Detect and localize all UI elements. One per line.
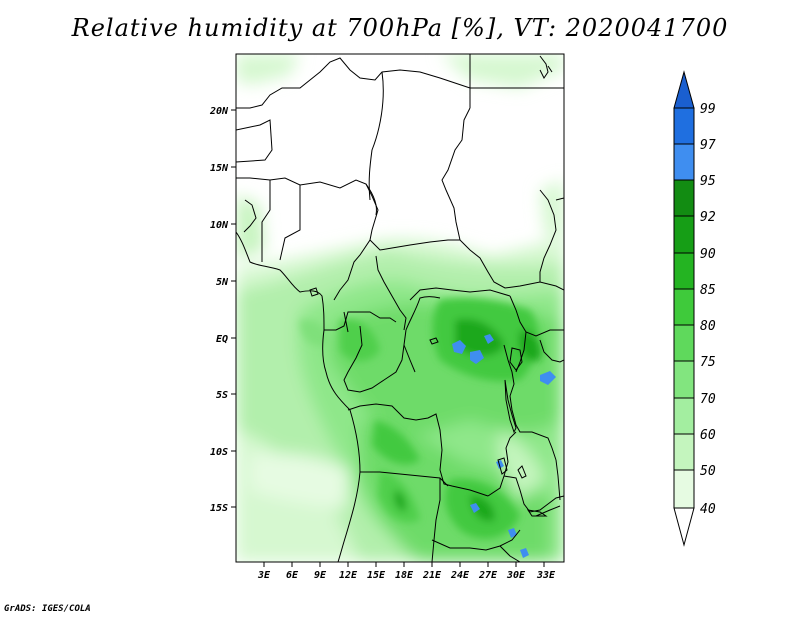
colorbar-bin	[673, 288, 695, 326]
colorbar-label: 75	[700, 355, 716, 370]
colorbar-label: 85	[700, 283, 716, 298]
colorbar-bin	[673, 143, 695, 181]
colorbar-bottom-arrow	[673, 507, 695, 547]
colorbar-label: 90	[700, 247, 716, 262]
lat-label: 20N	[209, 106, 229, 117]
colorbar-bin	[673, 397, 695, 435]
lat-label: 10N	[210, 220, 229, 231]
lon-labels: 3E 6E 9E 12E 15E 18E 21E 24E 27E 30E 33E	[257, 570, 556, 581]
chart-title: Relative humidity at 700hPa [%], VT: 202…	[71, 14, 729, 42]
colorbar-bin	[673, 107, 695, 145]
lat-labels: 20N 15N 10N 5N EQ 5S 10S 15S	[209, 106, 229, 514]
lon-label: 33E	[536, 570, 556, 581]
lat-label: EQ	[216, 334, 228, 345]
lon-label: 27E	[478, 570, 498, 581]
lon-label: 3E	[257, 570, 271, 581]
colorbar-bin	[673, 360, 695, 399]
lon-label: 21E	[422, 570, 442, 581]
colorbar-label: 40	[700, 502, 716, 517]
colorbar-label: 50	[700, 464, 716, 479]
colorbar-top-arrow	[673, 70, 695, 109]
grads-credit: GrADS: IGES/COLA	[4, 604, 91, 614]
colorbar-label: 80	[700, 319, 716, 334]
colorbar-bin	[673, 433, 695, 471]
lon-label: 15E	[367, 570, 386, 581]
colorbar-bin	[673, 324, 695, 362]
colorbar-label: 92	[700, 210, 716, 225]
lon-ticks	[263, 562, 545, 567]
colorbar-label: 99	[700, 102, 716, 117]
lat-label: 15S	[210, 503, 228, 514]
colorbar-label: 60	[700, 428, 716, 443]
lon-label: 24E	[450, 570, 470, 581]
colorbar-bin	[673, 179, 695, 217]
map-frame	[235, 53, 565, 563]
lat-label: 5N	[216, 277, 229, 288]
lat-ticks	[231, 109, 236, 508]
colorbar-label: 95	[700, 174, 716, 189]
colorbar-bin	[673, 215, 695, 254]
colorbar-label: 97	[700, 138, 716, 153]
lon-label: 30E	[506, 570, 526, 581]
lon-label: 12E	[339, 570, 358, 581]
lat-label: 15N	[210, 163, 229, 174]
lat-label: 5S	[216, 390, 228, 401]
lon-label: 18E	[395, 570, 414, 581]
colorbar-bin	[673, 469, 695, 509]
colorbar: 99 97 95 92 90 85 80 75 70 60 50 40	[673, 70, 716, 547]
lon-label: 9E	[314, 570, 327, 581]
colorbar-bin	[673, 252, 695, 290]
lon-label: 6E	[286, 570, 299, 581]
boundaries	[236, 54, 564, 562]
lat-label: 10S	[210, 447, 228, 458]
humidity-field	[236, 54, 564, 562]
colorbar-label: 70	[700, 392, 716, 407]
